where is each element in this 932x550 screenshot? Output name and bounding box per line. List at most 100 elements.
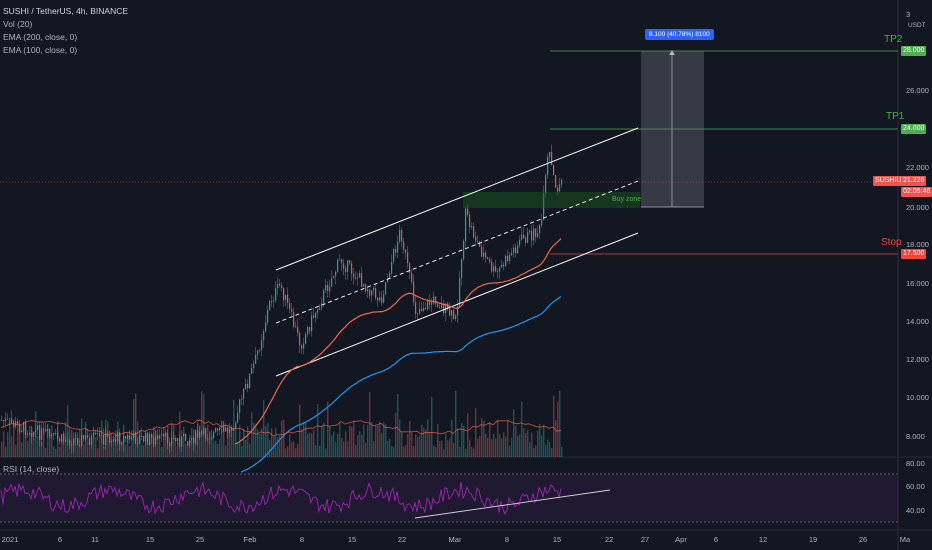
volume-bar	[363, 424, 365, 457]
volume-bar	[107, 421, 109, 457]
symbol-title[interactable]: SUSHI / TetherUS, 4h, BINANCE	[3, 6, 129, 16]
candle-body	[351, 263, 353, 274]
time-axis-label: Ma	[899, 535, 911, 544]
candle-body	[451, 310, 453, 316]
countdown-tag: 02:05:46	[901, 187, 932, 197]
volume-bar	[97, 448, 99, 457]
candle-body	[277, 283, 279, 289]
candle-body	[51, 434, 53, 437]
volume-bar	[175, 446, 177, 457]
candle-body	[147, 432, 149, 446]
candle-body	[503, 264, 505, 267]
volume-bar	[3, 431, 5, 457]
volume-bar	[51, 425, 53, 457]
volume-bar	[237, 442, 239, 457]
volume-bar	[45, 447, 47, 457]
volume-bar	[321, 425, 323, 457]
candle-body	[303, 343, 305, 349]
volume-bar	[305, 422, 307, 457]
rsi-tick: 60.00	[906, 482, 925, 491]
price-tick: 10.000	[906, 393, 929, 402]
ema-200-line	[240, 295, 562, 473]
candle-body	[361, 273, 363, 287]
tp2-label[interactable]: TP2	[884, 34, 903, 45]
volume-bar	[341, 437, 343, 457]
volume-bar	[367, 424, 369, 457]
candle-body	[249, 373, 251, 389]
candle-body	[237, 412, 239, 423]
candle-body	[321, 303, 323, 308]
candle-body	[281, 285, 283, 288]
candle-body	[461, 259, 463, 278]
candle-body	[227, 427, 229, 433]
volume-bar	[425, 429, 427, 457]
stop-label[interactable]: Stop	[881, 237, 902, 248]
candle-body	[75, 437, 77, 439]
volume-bar	[361, 435, 363, 457]
candle-body	[255, 355, 257, 364]
channel-mid	[275, 180, 639, 324]
volume-bar	[429, 431, 431, 457]
volume-bar	[277, 436, 279, 457]
candle-body	[151, 434, 153, 438]
candle-body	[403, 241, 405, 250]
candle-body	[551, 151, 553, 165]
volume-bar	[333, 431, 335, 457]
price-tick: 12.000	[906, 355, 929, 364]
volume-bar	[77, 437, 79, 457]
volume-bar	[225, 445, 227, 457]
volume-bar	[381, 432, 383, 457]
candle-body	[157, 435, 159, 439]
tp1-price-tag: 24.000	[901, 124, 927, 134]
volume-bar	[561, 446, 563, 457]
candle-body	[123, 436, 125, 444]
volume-bar	[439, 441, 441, 457]
price-tick: 22.000	[906, 163, 929, 172]
volume-bar	[557, 401, 559, 457]
price-tick: 26.000	[906, 86, 929, 95]
volume-bar	[499, 434, 501, 457]
volume-bar	[353, 420, 355, 457]
volume-bar	[357, 435, 359, 457]
candle-body	[423, 307, 425, 311]
rsi-indicator-label[interactable]: RSI (14, close)	[3, 464, 60, 474]
volume-bar	[549, 442, 551, 457]
candle-body	[77, 437, 79, 445]
candle-body	[399, 229, 401, 242]
volume-bar	[481, 418, 483, 457]
tp1-label[interactable]: TP1	[886, 111, 905, 122]
buy-zone-label[interactable]: Buy zone	[612, 196, 642, 203]
volume-bar	[387, 440, 389, 457]
candle-body	[87, 435, 89, 438]
candle-body	[117, 432, 119, 442]
candle-body	[153, 437, 155, 445]
measure-label[interactable]: 8.100 (40.78%) 8100	[645, 29, 714, 40]
ema200-indicator[interactable]: EMA (200, close, 0)	[3, 32, 78, 42]
volume-bar	[449, 438, 451, 457]
candle-body	[519, 239, 521, 246]
rsi-tick: 40.00	[906, 506, 925, 515]
candle-body	[215, 428, 217, 432]
time-axis-label: Mar	[448, 535, 462, 544]
candle-body	[535, 228, 537, 237]
time-axis-label: 22	[604, 535, 614, 544]
candle-body	[167, 432, 169, 444]
volume-bar	[127, 431, 129, 457]
volume-bar	[143, 445, 145, 457]
volume-bar	[317, 404, 319, 457]
candle-body	[159, 435, 161, 439]
time-axis-label: 19	[808, 535, 818, 544]
vol-indicator[interactable]: Vol (20)	[3, 19, 33, 29]
volume-bar	[491, 439, 493, 457]
volume-bar	[293, 441, 295, 457]
volume-bar	[141, 444, 143, 457]
candle-body	[387, 278, 389, 283]
ema100-indicator[interactable]: EMA (100, close, 0)	[3, 45, 78, 55]
volume-bar	[455, 390, 457, 457]
candle-body	[41, 428, 43, 440]
candle-body	[517, 245, 519, 254]
candle-body	[559, 184, 561, 192]
time-axis-label: 25	[195, 535, 205, 544]
volume-bar	[379, 421, 381, 457]
